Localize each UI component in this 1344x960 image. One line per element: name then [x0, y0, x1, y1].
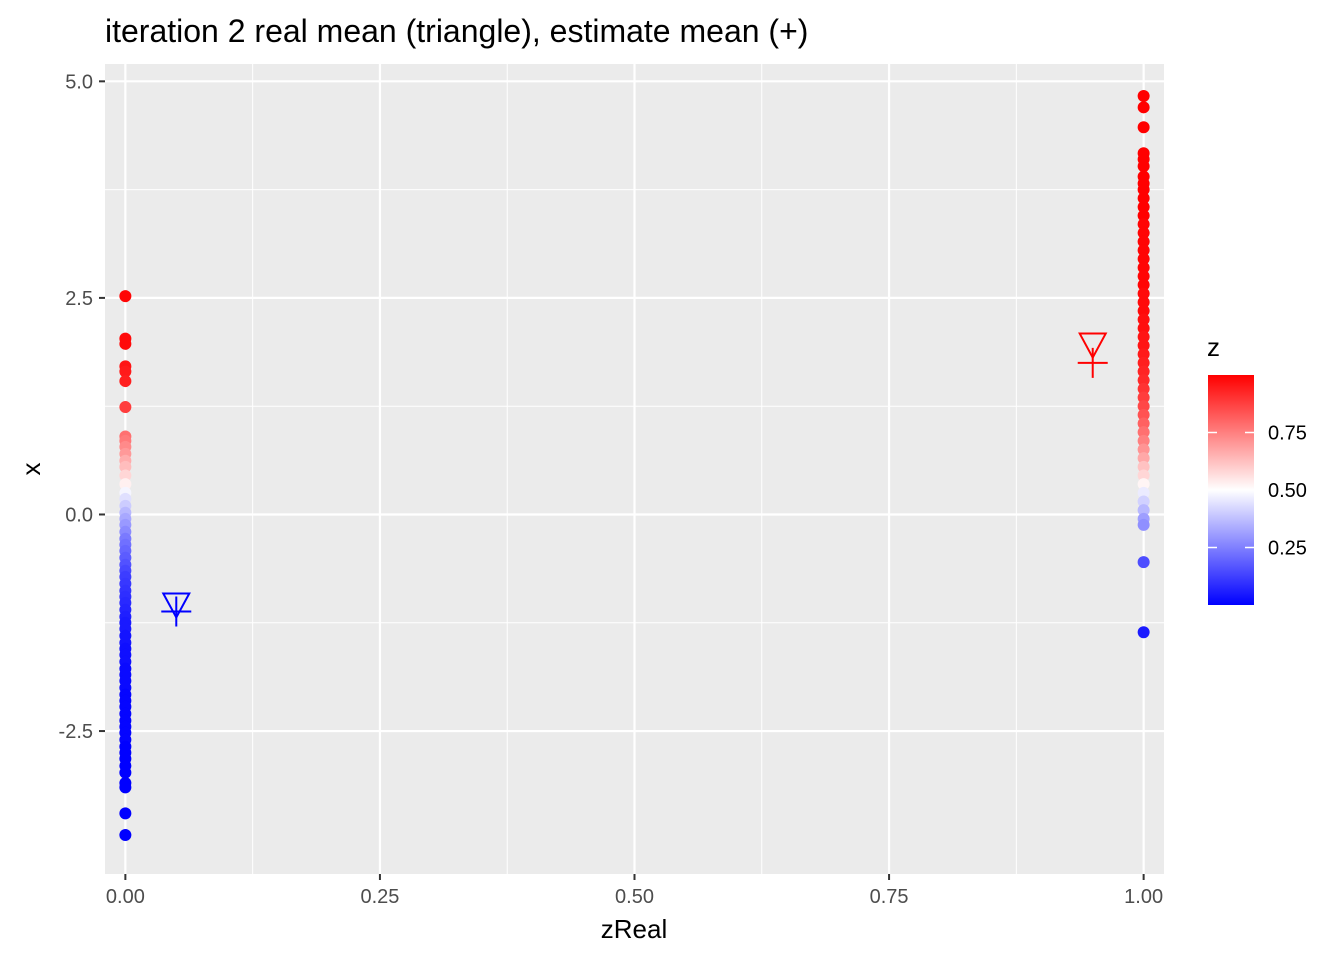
data-point: [1137, 495, 1150, 508]
data-point: [1137, 478, 1150, 491]
y-tick-label: 2.5: [65, 288, 93, 310]
data-point: [1137, 278, 1150, 291]
data-point: [1137, 121, 1150, 134]
legend-label: 0.75: [1268, 423, 1307, 445]
y-tick-label: 5.0: [65, 71, 93, 93]
data-point: [1137, 192, 1150, 205]
legend-label: 0.50: [1268, 480, 1307, 502]
data-point: [119, 290, 132, 303]
data-point: [119, 829, 132, 842]
data-point: [1137, 417, 1150, 430]
data-points: [119, 90, 1150, 842]
data-point: [1137, 200, 1150, 213]
x-tick-label: 0.50: [615, 886, 654, 908]
data-point: [1137, 556, 1150, 569]
data-point: [1137, 408, 1150, 421]
grid-lines: [105, 64, 1164, 874]
data-point: [1137, 330, 1150, 343]
data-point: [1137, 400, 1150, 413]
data-point: [1137, 287, 1150, 300]
data-point: [1137, 270, 1150, 283]
data-point: [1137, 339, 1150, 352]
color-legend: z 0.25 0.50 0.75: [1207, 332, 1307, 605]
data-point: [1137, 226, 1150, 239]
data-point: [119, 337, 132, 350]
y-tick-label: -2.5: [59, 721, 93, 743]
data-point: [119, 807, 132, 820]
data-point: [119, 375, 132, 388]
data-point: [119, 478, 132, 491]
data-point: [1137, 365, 1150, 378]
data-point: [1137, 160, 1150, 173]
data-point: [1137, 304, 1150, 317]
axes: 0.00 0.25 0.50 0.75 1.00 -2.5 0.0 2.5 5.…: [59, 71, 1164, 908]
x-axis-title: zReal: [601, 914, 667, 944]
data-point: [1137, 469, 1150, 482]
real-mean-triangle: [1078, 332, 1108, 360]
data-point: [1137, 235, 1150, 248]
real-mean-triangle: [161, 592, 191, 620]
data-point: [1137, 374, 1150, 387]
x-tick-label: 0.00: [106, 886, 145, 908]
data-point: [1137, 209, 1150, 222]
data-point: [119, 460, 132, 473]
data-point: [1137, 426, 1150, 439]
data-point: [1137, 101, 1150, 114]
data-point: [1137, 218, 1150, 231]
data-point: [1137, 90, 1150, 103]
data-point: [119, 401, 132, 414]
data-point: [1137, 183, 1150, 196]
data-point: [1137, 252, 1150, 265]
data-point: [1137, 348, 1150, 361]
y-tick-label: 0.0: [65, 504, 93, 526]
data-point: [1137, 356, 1150, 369]
x-tick-label: 1.00: [1124, 886, 1163, 908]
data-point: [1137, 322, 1150, 335]
data-point: [1137, 261, 1150, 274]
data-point: [1137, 504, 1150, 517]
data-point: [119, 365, 132, 378]
data-point: [1137, 518, 1150, 531]
data-point: [1137, 486, 1150, 499]
data-point: [1137, 452, 1150, 465]
x-tick-label: 0.25: [360, 886, 399, 908]
chart-title: iteration 2 real mean (triangle), estima…: [105, 13, 808, 49]
legend-title: z: [1207, 332, 1220, 362]
data-point: [119, 469, 132, 482]
x-tick-label: 0.75: [870, 886, 909, 908]
data-point: [1137, 626, 1150, 639]
legend-label: 0.25: [1268, 538, 1307, 560]
data-point: [119, 766, 132, 779]
data-point: [1137, 391, 1150, 404]
data-point: [119, 781, 132, 794]
y-axis-title: x: [16, 463, 46, 476]
data-point: [1137, 296, 1150, 309]
data-point: [1137, 313, 1150, 326]
data-point: [1137, 382, 1150, 395]
data-point: [1137, 434, 1150, 447]
data-point: [1137, 460, 1150, 473]
data-point: [1137, 443, 1150, 456]
mean-markers: [161, 332, 1108, 627]
data-point: [1137, 244, 1150, 257]
